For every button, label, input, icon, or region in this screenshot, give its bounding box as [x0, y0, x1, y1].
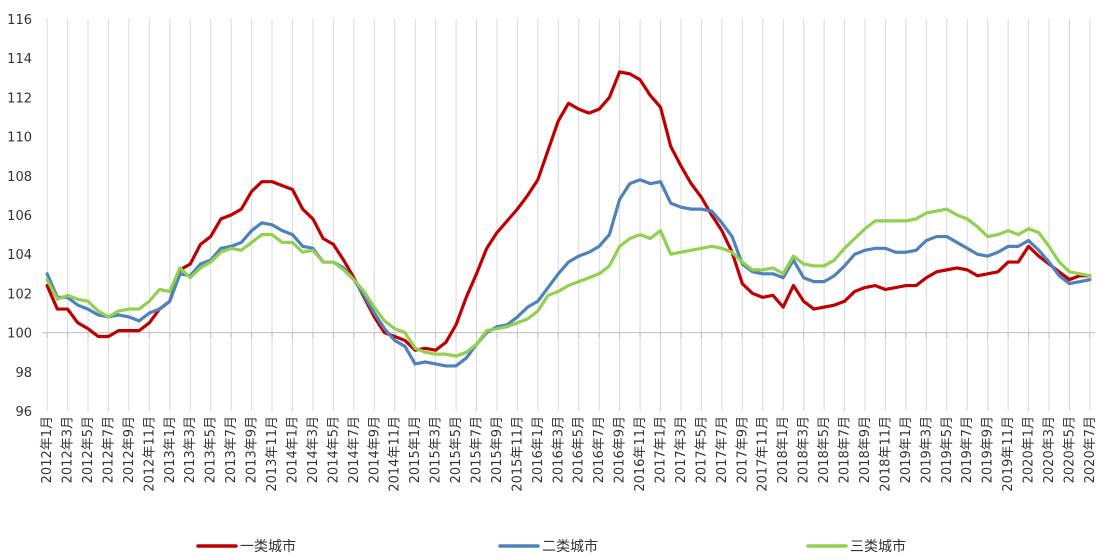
x-tick-label: 2017年11月	[756, 416, 771, 492]
x-tick-label: 2015年3月	[429, 416, 444, 483]
x-tick-label: 2014年1月	[285, 416, 300, 483]
x-tick-label: 2018年5月	[817, 416, 832, 483]
x-tick-label: 2013年5月	[204, 416, 219, 483]
y-tick-label: 108	[7, 170, 32, 185]
y-tick-label: 106	[7, 209, 32, 224]
x-tick-label: 2012年3月	[61, 416, 76, 483]
y-tick-label: 98	[15, 366, 32, 381]
x-tick-label: 2017年7月	[715, 416, 730, 483]
x-tick-label: 2014年11月	[388, 416, 403, 492]
x-tick-label: 2012年7月	[101, 416, 116, 483]
x-tick-label: 2017年5月	[694, 416, 709, 483]
series-line-1	[45, 70, 1092, 352]
x-tick-label: 2019年11月	[1001, 416, 1016, 492]
x-tick-label: 2019年1月	[899, 416, 914, 483]
x-tick-label: 2013年7月	[224, 416, 239, 483]
x-tick-label: 2013年11月	[265, 416, 280, 492]
x-tick-label: 2017年1月	[654, 416, 669, 483]
legend-label-1: 一类城市	[240, 538, 296, 555]
x-tick-label: 2017年3月	[674, 416, 689, 483]
x-tick-label: 2015年1月	[408, 416, 423, 483]
x-tick-label: 2019年7月	[960, 416, 975, 483]
y-tick-label: 104	[7, 248, 32, 263]
y-tick-label: 114	[7, 52, 32, 67]
x-tick-label: 2016年9月	[613, 416, 628, 483]
y-tick-label: 96	[15, 405, 32, 420]
x-tick-label: 2014年5月	[326, 416, 341, 483]
x-tick-label: 2014年3月	[306, 416, 321, 483]
y-tick-label: 102	[7, 287, 32, 302]
x-tick-label: 2013年1月	[163, 416, 178, 483]
x-tick-label: 2015年5月	[449, 416, 464, 483]
x-tick-label: 2013年9月	[245, 416, 260, 483]
y-tick-label: 110	[7, 131, 32, 146]
x-axis: 2012年1月 2012年3月 2012年5月 2012年7月 2012年9月 2012年…	[40, 332, 1098, 492]
x-tick-label: 2013年3月	[183, 416, 198, 483]
x-tick-label: 2012年5月	[81, 416, 96, 483]
x-tick-label: 2016年5月	[572, 416, 587, 483]
y-tick-label: 116	[7, 13, 32, 28]
x-tick-label: 2018年1月	[776, 416, 791, 483]
x-tick-label: 2014年7月	[347, 416, 362, 483]
legend-label-2: 二类城市	[542, 538, 598, 555]
y-axis: 96 98 100 102 104 106 108 110 112 114 116	[7, 13, 1095, 420]
x-tick-label: 2019年5月	[940, 416, 955, 483]
series-lines	[45, 70, 1092, 368]
gridlines	[46, 19, 1091, 411]
x-tick-label: 2020年1月	[1022, 416, 1037, 483]
x-tick-label: 2018年3月	[797, 416, 812, 483]
x-tick-label: 2012年11月	[142, 416, 157, 492]
x-tick-label: 2018年11月	[878, 416, 893, 492]
x-tick-label: 2014年9月	[367, 416, 382, 483]
x-tick-label: 2018年9月	[858, 416, 873, 483]
x-tick-label: 2016年1月	[531, 416, 546, 483]
x-tick-label: 2019年3月	[919, 416, 934, 483]
x-tick-label: 2015年11月	[510, 416, 525, 492]
legend-label-3: 三类城市	[850, 538, 906, 555]
y-tick-label: 100	[7, 327, 32, 342]
x-tick-label: 2016年3月	[551, 416, 566, 483]
x-tick-label: 2020年5月	[1062, 416, 1077, 483]
x-tick-label: 2018年7月	[838, 416, 853, 483]
series-line-2	[45, 178, 1092, 368]
x-tick-label: 2015年9月	[490, 416, 505, 483]
x-tick-label: 2019年9月	[981, 416, 996, 483]
x-tick-label: 2015年7月	[469, 416, 484, 483]
y-tick-label: 112	[7, 91, 32, 106]
x-tick-label: 2020年7月	[1083, 416, 1098, 483]
x-tick-label: 2012年1月	[40, 416, 55, 483]
x-tick-label: 2017年9月	[735, 416, 750, 483]
series-line-3	[45, 207, 1092, 358]
x-tick-label: 2016年11月	[633, 416, 648, 492]
x-tick-label: 2020年3月	[1042, 416, 1057, 483]
x-tick-label: 2012年9月	[122, 416, 137, 483]
legend: 一类城市 二类城市 三类城市	[196, 538, 906, 555]
x-tick-label: 2016年7月	[592, 416, 607, 483]
